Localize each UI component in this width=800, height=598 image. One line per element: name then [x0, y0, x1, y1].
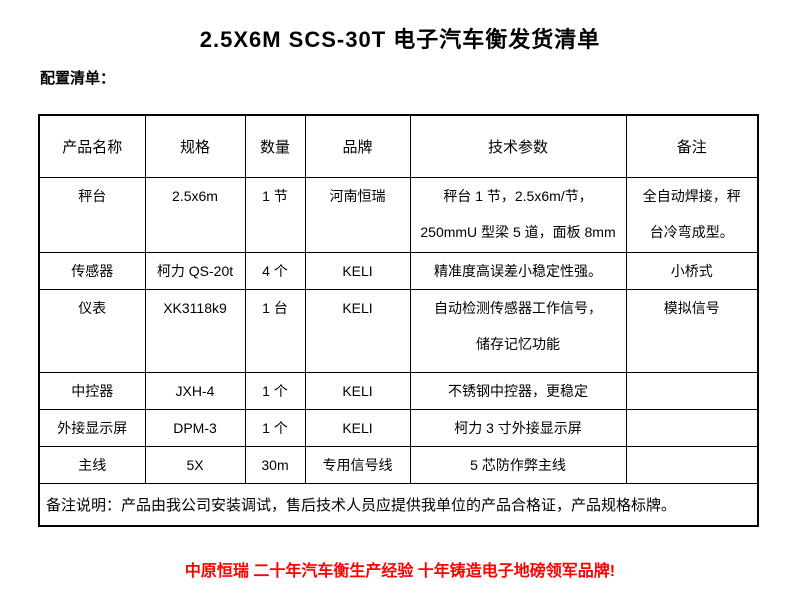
- table-row: 主线 5X 30m 专用信号线 5 芯防作弊主线: [38, 445, 759, 484]
- table-cell: KELI: [304, 408, 411, 447]
- table-cell: 不锈钢中控器，更稳定: [409, 371, 627, 410]
- footer-slogan: 中原恒瑞 二十年汽车衡生产经验 十年铸造电子地磅领军品牌!: [184, 563, 616, 580]
- table-row: 秤台 2.5x6m 1 节河南恒瑞 秤台 1 节，2.5x6m/节， 250mmU 型…: [38, 176, 759, 253]
- table-cell: 4 个: [244, 251, 306, 290]
- table-cell: KELI: [304, 288, 411, 373]
- column-header: 备注: [625, 114, 759, 178]
- table-cell: 柯力 QS-20t: [144, 251, 246, 290]
- config-list-label: 配置清单：: [40, 70, 116, 87]
- table-cell: 传感器: [38, 251, 146, 290]
- table-cell: 模拟信号: [625, 288, 759, 373]
- table-cell: 2.5x6m: [144, 176, 246, 253]
- table-row: 传感器 柯力 QS-20t 4 个 KELI 精准度高误差小稳定性强。 小桥式: [38, 251, 759, 290]
- table-cell: 1 个: [244, 408, 306, 447]
- column-header: 数量: [244, 114, 306, 178]
- table-cell: 全自动焊接，秤 台冷弯成型。: [625, 176, 759, 253]
- column-header: 产品名称: [38, 114, 146, 178]
- table-cell: 5 芯防作弊主线: [409, 445, 627, 484]
- table-cell: [625, 445, 759, 484]
- column-header: 规格: [144, 114, 246, 178]
- table-cell: KELI: [304, 371, 411, 410]
- table-cell: XK3118k9: [144, 288, 246, 373]
- table-cell: 专用信号线: [304, 445, 411, 484]
- table-cell: [625, 371, 759, 410]
- table-cell: 河南恒瑞: [304, 176, 411, 253]
- column-header: 技术参数: [409, 114, 627, 178]
- table-cell: 秤台: [38, 176, 146, 253]
- table-row: 仪表 XK3118k9 1 台 KELI 自动检测传感器工作信号， 储存记忆功能 模拟信号: [38, 288, 759, 373]
- column-header: 品牌: [304, 114, 411, 178]
- table-row: 中控器 JXH-4 1 个 KELI 不锈钢中控器，更稳定: [38, 371, 759, 410]
- table-cell: 柯力 3 寸外接显示屏: [409, 408, 627, 447]
- table-cell: KELI: [304, 251, 411, 290]
- table-cell: JXH-4: [144, 371, 246, 410]
- table-cell: 主线: [38, 445, 146, 484]
- table-cell: 1 个: [244, 371, 306, 410]
- table-footer-note: 备注说明：产品由我公司安装调试，售后技术人员应提供我单位的产品合格证，产品规格标…: [38, 482, 759, 527]
- table-cell: 5X: [144, 445, 246, 484]
- table-row: 外接显示屏 DPM-3 1 个 KELI 柯力 3 寸外接显示屏: [38, 408, 759, 447]
- table-header-row: 产品名称 规格 数量 品牌 技术参数 备注: [38, 114, 759, 178]
- table-cell: 小桥式: [625, 251, 759, 290]
- table-cell: 秤台 1 节，2.5x6m/节， 250mmU 型梁 5 道，面板 8mm: [409, 176, 627, 253]
- document-title: 2.5X6M SCS-30T 电子汽车衡发货清单: [199, 27, 601, 52]
- table-note-row: 备注说明：产品由我公司安装调试，售后技术人员应提供我单位的产品合格证，产品规格标…: [38, 482, 759, 527]
- table-cell: 30m: [244, 445, 306, 484]
- table-cell: 1 节: [244, 176, 306, 253]
- table-cell: DPM-3: [144, 408, 246, 447]
- table-body: 秤台 2.5x6m 1 节河南恒瑞 秤台 1 节，2.5x6m/节， 250mmU 型…: [38, 176, 759, 484]
- table-cell: 中控器: [38, 371, 146, 410]
- spec-table: 产品名称 规格 数量 品牌 技术参数 备注 秤台 2.5x6m 1 节河南恒瑞 秤台 1 节，2…: [38, 114, 759, 527]
- table-cell: 自动检测传感器工作信号， 储存记忆功能: [409, 288, 627, 373]
- table-cell: 1 台: [244, 288, 306, 373]
- table-cell: [625, 408, 759, 447]
- table-cell: 外接显示屏: [38, 408, 146, 447]
- table-cell: 仪表: [38, 288, 146, 373]
- table-cell: 精准度高误差小稳定性强。: [409, 251, 627, 290]
